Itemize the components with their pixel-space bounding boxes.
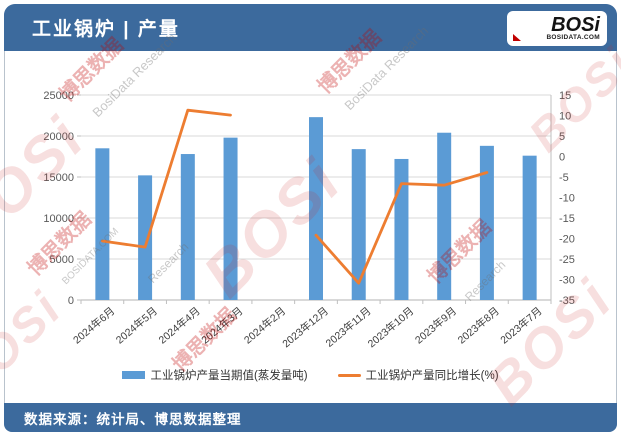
- y-axis-right: 15 10 5 0 -5 -10 -15 -20 -25 -30 -35: [550, 90, 575, 307]
- svg-text:25000: 25000: [43, 90, 74, 102]
- bar-series-swatch: [122, 371, 146, 379]
- svg-text:2024年3月: 2024年3月: [199, 304, 246, 346]
- line-series-label: 工业锅炉产量同比增长(%): [365, 370, 499, 382]
- svg-text:2023年8月: 2023年8月: [455, 304, 502, 346]
- bar: [95, 148, 110, 300]
- svg-text:5000: 5000: [50, 254, 74, 266]
- svg-text:-5: -5: [559, 172, 569, 184]
- svg-text:-15: -15: [559, 213, 575, 225]
- legend-item-bar-series: 工业锅炉产量当期值(蒸发量吨): [122, 367, 308, 383]
- bar: [309, 117, 323, 300]
- svg-text:2023年10月: 2023年10月: [365, 304, 416, 350]
- svg-text:2024年4月: 2024年4月: [156, 304, 203, 346]
- svg-text:-25: -25: [559, 254, 575, 266]
- svg-text:-10: -10: [559, 193, 575, 205]
- logo-domain: BOSIDATA.COM: [546, 34, 600, 41]
- svg-text:20000: 20000: [43, 131, 74, 143]
- bar: [479, 145, 494, 300]
- bar: [351, 149, 366, 300]
- title-bar: 工业锅炉 | 产量 BOSi BOSIDATA.COM: [4, 4, 617, 51]
- legend-item-line-series: 工业锅炉产量同比增长(%): [337, 367, 499, 383]
- line-series-swatch: [337, 373, 361, 377]
- svg-text:0: 0: [559, 152, 565, 164]
- svg-text:2023年7月: 2023年7月: [498, 304, 545, 346]
- bars: [95, 117, 537, 300]
- page-title: 工业锅炉 | 产量: [32, 19, 180, 40]
- svg-text:15000: 15000: [43, 172, 74, 184]
- x-axis-ticks: [80, 300, 552, 304]
- svg-text:-35: -35: [559, 295, 575, 307]
- logo-triangle-icon: [513, 34, 521, 41]
- svg-text:5: 5: [559, 131, 565, 143]
- svg-text:-20: -20: [559, 234, 575, 246]
- bar-series-label: 工业锅炉产量当期值(蒸发量吨): [150, 370, 308, 382]
- bar: [522, 155, 537, 300]
- svg-text:10: 10: [559, 111, 571, 123]
- bar: [138, 175, 153, 300]
- bar: [180, 154, 195, 300]
- svg-text:2024年6月: 2024年6月: [70, 304, 117, 346]
- svg-text:15: 15: [559, 90, 571, 102]
- svg-text:2024年5月: 2024年5月: [113, 304, 160, 346]
- svg-text:0: 0: [68, 295, 74, 307]
- bar: [223, 137, 238, 300]
- bosi-logo: BOSi BOSIDATA.COM: [507, 11, 607, 46]
- svg-text:2023年12月: 2023年12月: [280, 304, 331, 350]
- y-axis-left: 0 5000 10000 15000 20000 25000: [43, 90, 81, 307]
- data-source-text: 数据来源：统计局、博思数据整理: [24, 411, 242, 427]
- svg-text:2023年9月: 2023年9月: [412, 304, 459, 346]
- chart-legend: 工业锅炉产量当期值(蒸发量吨) 工业锅炉产量同比增长(%): [0, 366, 621, 384]
- trend-line: [101, 108, 489, 285]
- svg-text:10000: 10000: [43, 213, 74, 225]
- source-bar: 数据来源：统计局、博思数据整理: [4, 403, 617, 432]
- svg-text:-30: -30: [559, 275, 575, 287]
- bar: [437, 132, 452, 300]
- logo-wordmark: BOSi: [551, 14, 600, 36]
- x-axis-labels: 2024年6月2024年5月2024年4月2024年3月2024年2月2023年…: [70, 304, 544, 350]
- bar: [394, 158, 409, 300]
